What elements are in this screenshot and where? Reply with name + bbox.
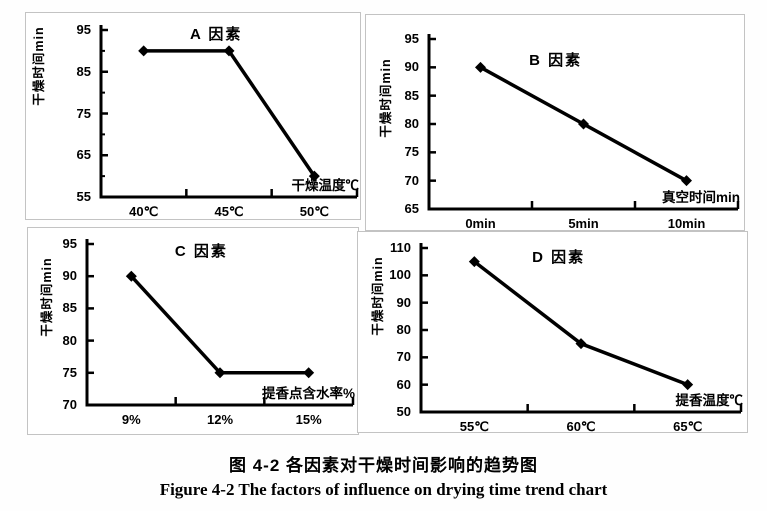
chart-panel-b: 65 70 75 80 85 90 95 0min 5min 10min B 因素真空时间min 干燥… <box>365 14 745 231</box>
trend-line <box>130 275 309 375</box>
data-point-marker <box>308 170 320 182</box>
data-point-marker <box>682 379 694 391</box>
chart-title: D 因素 <box>532 249 586 266</box>
data-point-marker <box>223 45 235 57</box>
y-axis-label: 干燥时间min <box>371 256 385 336</box>
data-point-marker <box>138 45 150 57</box>
chart-title: A 因素 <box>189 26 243 43</box>
figure-caption-chinese: 图 4-2 各因素对干燥时间影响的趋势图 <box>228 456 539 475</box>
data-point-marker <box>303 367 315 379</box>
y-tick-label: 85 <box>76 63 91 79</box>
y-axis-label: 干燥时间min <box>40 257 54 337</box>
y-tick-label: 75 <box>404 144 419 160</box>
y-tick-label: 75 <box>76 105 91 121</box>
y-tick-label: 80 <box>62 332 77 348</box>
y-axis-label: 干燥时间min <box>32 26 46 106</box>
x-tick-label: 9% <box>121 412 141 427</box>
x-axis-label: 真空时间min <box>661 190 740 205</box>
x-axis-label: 干燥温度℃ <box>291 178 360 193</box>
y-tick-label: 90 <box>62 268 77 284</box>
y-tick-label: 85 <box>404 87 419 103</box>
y-tick-label: 90 <box>396 294 411 310</box>
chart-panel-d: 50 60 70 80 90 100 110 55℃ 60℃ 65℃ D 因素提香温度℃ 干燥时间mi… <box>357 231 748 434</box>
chart-canvas-a <box>99 25 359 199</box>
y-tick-label: 80 <box>396 322 411 337</box>
y-axis-label: 干燥时间min <box>379 58 393 138</box>
x-tick-label: 10min <box>667 216 706 231</box>
chart-canvas-c <box>85 239 355 407</box>
y-tick-label: 75 <box>62 364 77 380</box>
x-tick-label: 50℃ <box>299 204 329 219</box>
x-axis-label: 提香点含水率% <box>261 386 355 401</box>
data-point-marker <box>214 367 226 379</box>
y-tick-label: 85 <box>62 300 77 316</box>
y-tick-label: 80 <box>404 116 419 131</box>
chart-panel-a: 55 65 75 85 95 40℃ 45℃ 50℃ A 因素干燥温度℃ 干燥时间min <box>25 12 361 220</box>
x-tick-label: 12% <box>206 412 234 427</box>
chart-title: C 因素 <box>174 243 228 260</box>
y-tick-label: 110 <box>390 240 411 255</box>
x-tick-label: 5min <box>568 216 599 231</box>
data-point-marker <box>575 338 587 350</box>
y-tick-label: 50 <box>396 404 411 419</box>
x-tick-label: 65℃ <box>673 419 703 434</box>
y-tick-label: 55 <box>76 189 91 204</box>
x-tick-label: 15% <box>295 412 322 427</box>
chart-canvas-d <box>419 243 743 414</box>
trend-line <box>143 49 316 178</box>
data-point-marker <box>578 118 589 130</box>
y-tick-label: 95 <box>62 236 77 251</box>
y-tick-label: 60 <box>396 376 411 392</box>
y-tick-label: 70 <box>396 349 411 365</box>
data-point-marker <box>468 256 480 268</box>
y-tick-label: 70 <box>404 172 419 188</box>
y-tick-label: 65 <box>404 201 419 216</box>
y-tick-label: 95 <box>76 22 91 37</box>
x-axis-label: 提香温度℃ <box>675 393 744 408</box>
x-tick-label: 45℃ <box>214 204 244 219</box>
y-tick-label: 90 <box>404 59 419 75</box>
x-tick-label: 40℃ <box>129 204 159 219</box>
x-tick-label: 0min <box>465 216 496 231</box>
y-tick-label: 65 <box>76 147 91 163</box>
trend-line <box>473 260 689 387</box>
data-point-marker <box>125 270 137 282</box>
chart-canvas-b <box>427 34 740 211</box>
chart-panel-c: 70 75 80 85 90 95 9% 12% 15% C 因素提香点含水率% 干燥时间min <box>27 227 359 435</box>
data-point-marker <box>681 175 692 187</box>
chart-title: B 因素 <box>529 52 583 69</box>
y-tick-label: 100 <box>389 267 411 283</box>
y-tick-label: 70 <box>62 397 77 412</box>
x-tick-label: 60℃ <box>566 419 596 434</box>
figure-caption-english: Figure 4-2 The factors of influence on d… <box>159 480 608 499</box>
y-tick-label: 95 <box>404 31 419 46</box>
x-tick-label: 55℃ <box>459 419 489 434</box>
